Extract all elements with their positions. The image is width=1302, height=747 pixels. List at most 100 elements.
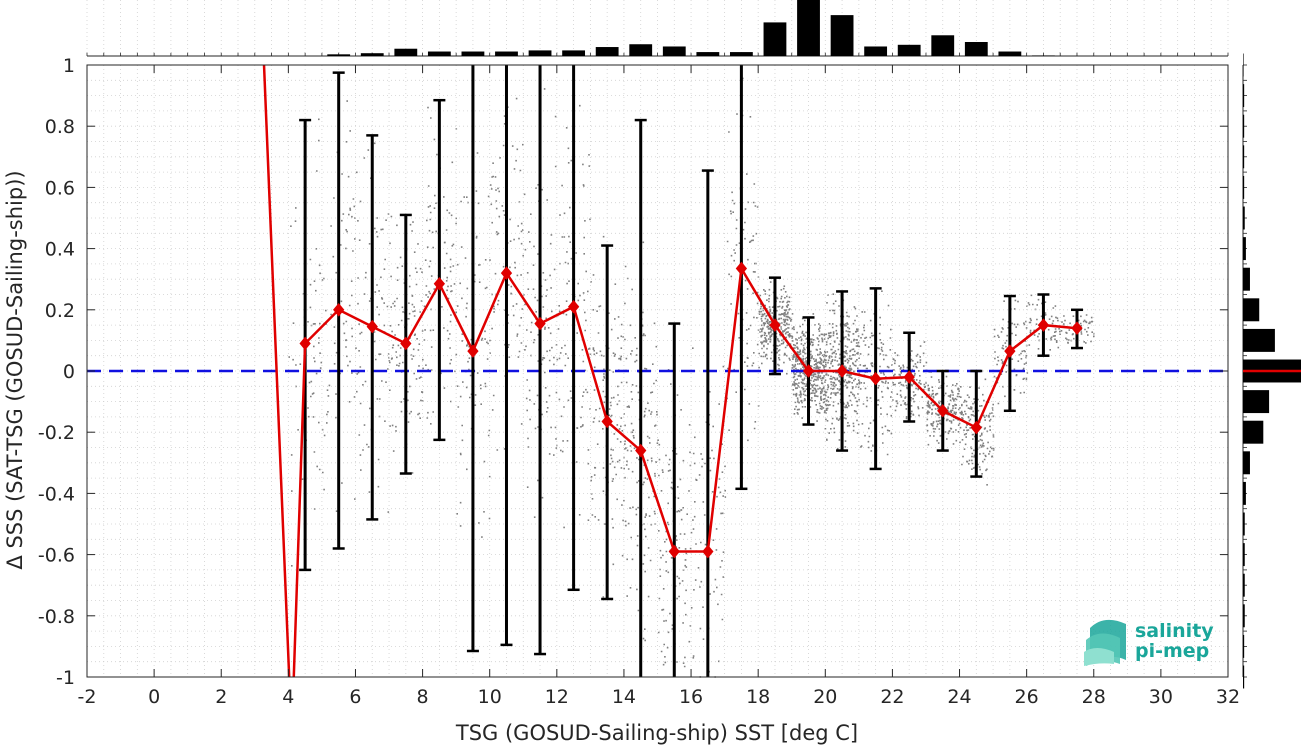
- top-histogram-bar: [327, 54, 351, 56]
- mean-marker: [333, 303, 345, 317]
- right-histogram-bar: [1243, 267, 1250, 291]
- y-tick-label: -0.6: [38, 545, 75, 567]
- x-tick-label: 24: [947, 686, 971, 708]
- y-tick-label: -0.8: [38, 606, 75, 628]
- top-histogram-bar: [595, 47, 619, 56]
- logo-line2: pi-mep: [1135, 640, 1209, 662]
- mean-marker: [1004, 344, 1016, 358]
- y-tick-label: -0.4: [38, 483, 75, 505]
- y-axis-ticks: -1 -0.8 -0.6 -0.4 -0.2 0 0.2 0.4 0.6 0.8 1: [38, 55, 1228, 689]
- top-histogram-bar: [864, 46, 888, 56]
- mean-marker: [467, 344, 479, 358]
- top-histogram-bar: [797, 0, 820, 56]
- mean-marker: [702, 544, 714, 559]
- x-tick-label: 6: [349, 686, 361, 708]
- mean-line: [262, 65, 1078, 677]
- x-axis-label: TSG (GOSUD-Sailing-ship) SST [deg C]: [455, 721, 858, 745]
- top-histogram-bar: [394, 48, 418, 56]
- mean-marker: [903, 370, 915, 384]
- logo-wave-icon: [1084, 619, 1126, 666]
- y-tick-label: 1: [63, 55, 75, 77]
- right-histogram-bar: [1243, 573, 1245, 597]
- y-tick-label: -0.2: [38, 422, 75, 444]
- x-tick-label: 28: [1082, 686, 1106, 708]
- logo-line1: salinity: [1135, 620, 1214, 642]
- top-histogram-bar: [629, 44, 653, 56]
- scatter-dots: [288, 77, 1095, 678]
- right-histogram-bar: [1243, 328, 1275, 352]
- mean-marker: [869, 371, 882, 386]
- right-histogram-bar: [1243, 665, 1245, 689]
- y-axis-label: Δ SSS (SAT-TSG (GOSUD-Sailing-ship)): [3, 170, 27, 569]
- right-histogram-bar: [1243, 543, 1245, 567]
- top-histogram-bar: [528, 50, 552, 56]
- right-histogram-bar: [1243, 420, 1264, 444]
- right-histogram-bar: [1243, 114, 1245, 138]
- top-histogram-bar: [662, 46, 686, 56]
- top-histogram-bar: [562, 50, 586, 56]
- top-histogram-bar: [495, 51, 518, 56]
- x-tick-label: 12: [545, 686, 569, 708]
- x-tick-label: 16: [679, 686, 703, 708]
- mean-marker: [1037, 318, 1050, 332]
- x-tick-label: -2: [78, 686, 97, 708]
- x-tick-label: 30: [1149, 686, 1173, 708]
- y-tick-label: 0.8: [45, 116, 75, 138]
- x-tick-label: 22: [880, 686, 904, 708]
- x-tick-label: 32: [1216, 686, 1240, 708]
- top-histogram-bar: [998, 51, 1022, 56]
- y-tick-label: 0.6: [45, 177, 75, 199]
- y-tick-label: -1: [56, 667, 75, 689]
- mean-marker: [668, 544, 680, 559]
- mean-series: [262, 65, 1083, 677]
- mean-marker: [534, 316, 546, 331]
- mean-marker: [769, 318, 781, 332]
- top-histogram-bar: [360, 53, 384, 56]
- mean-marker: [802, 364, 815, 378]
- top-histogram-bar: [830, 15, 854, 57]
- right-histogram-bar: [1243, 634, 1245, 658]
- mean-marker: [400, 336, 412, 351]
- x-tick-label: 20: [813, 686, 837, 708]
- mean-marker: [635, 443, 647, 458]
- mean-marker: [836, 364, 848, 378]
- right-histogram-bar: [1243, 451, 1250, 475]
- top-histogram-bar: [1032, 55, 1055, 56]
- x-tick-label: 8: [417, 686, 429, 708]
- top-histogram-bar: [427, 51, 451, 56]
- right-histogram-bar: [1243, 604, 1245, 628]
- top-histogram-bar: [897, 44, 921, 56]
- top-histogram-bar: [931, 35, 955, 56]
- x-tick-label: 4: [282, 686, 294, 708]
- top-histogram: [86, 0, 1229, 57]
- top-histogram-bar: [729, 52, 753, 56]
- mean-marker: [433, 277, 446, 291]
- right-histogram-bar: [1243, 84, 1245, 108]
- x-axis-ticks: -2 0 2 4 6 8 10 12 14 16 18 20 22 24 26 28 30 32: [78, 65, 1240, 708]
- top-histogram-bar: [696, 52, 720, 56]
- x-tick-label: 0: [148, 686, 160, 708]
- mean-marker: [601, 414, 613, 429]
- x-tick-label: 2: [215, 686, 227, 708]
- mean-marker: [567, 299, 580, 314]
- right-histogram-bar: [1243, 481, 1246, 505]
- x-tick-label: 18: [746, 686, 770, 708]
- x-tick-label: 10: [478, 686, 502, 708]
- mean-marker: [937, 403, 949, 418]
- right-histogram-bar: [1243, 390, 1270, 414]
- right-histogram-bar: [1243, 237, 1246, 261]
- right-histogram-bar: [1243, 206, 1245, 230]
- mean-marker: [735, 261, 748, 276]
- top-histogram-bar: [763, 22, 787, 56]
- scatter-points: [288, 77, 1095, 678]
- mean-marker: [500, 266, 513, 280]
- x-tick-label: 26: [1015, 686, 1039, 708]
- y-tick-label: 0.2: [45, 300, 75, 322]
- x-tick-label: 14: [612, 686, 636, 708]
- right-histogram-bar: [1243, 512, 1245, 536]
- mean-marker: [1071, 321, 1083, 335]
- right-histogram-bar: [1243, 298, 1260, 322]
- right-histogram-bar: [1243, 145, 1245, 169]
- y-tick-label: 0: [63, 361, 75, 383]
